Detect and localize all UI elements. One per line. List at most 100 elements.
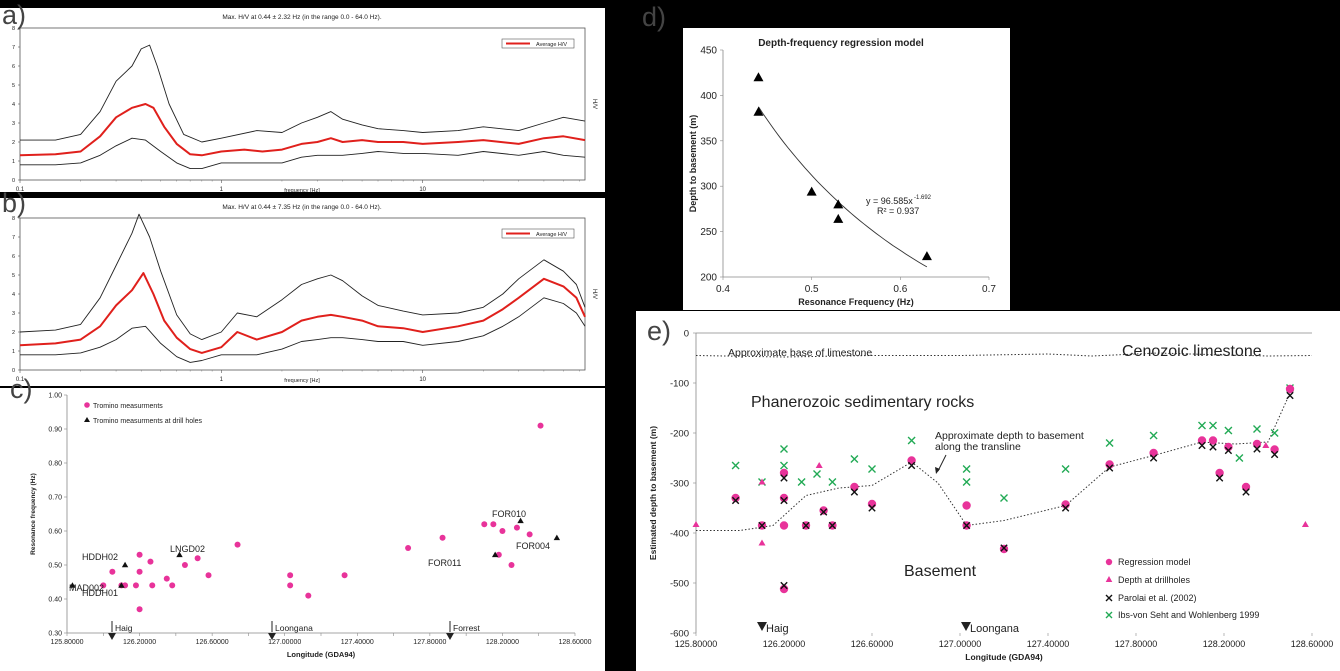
x-axis-label: Longitude (GDA94) <box>965 652 1043 662</box>
tromino-point <box>499 528 506 534</box>
legend-box <box>501 228 575 239</box>
ibs-point <box>1235 454 1244 462</box>
parolai-point <box>962 521 971 530</box>
drill-hole-point <box>121 561 129 568</box>
tromino-point <box>508 562 515 568</box>
ibs-point <box>813 470 821 478</box>
regression-point <box>753 106 764 116</box>
regression-point <box>806 186 817 196</box>
y-tick-label: 4 <box>12 102 15 108</box>
tromino-point <box>481 521 488 528</box>
station-label: LNGD02 <box>170 544 205 554</box>
tromino-point <box>194 555 201 562</box>
y-tick-label: 7 <box>12 45 15 51</box>
y-tick-label: 300 <box>700 182 717 193</box>
drill-hole-point <box>517 517 524 524</box>
y-tick-label: 2 <box>12 330 15 336</box>
x-tick-label: 126.20000 <box>763 639 806 649</box>
x-tick-label: 127.80000 <box>1115 639 1158 649</box>
y-tick-label: 0 <box>684 329 689 340</box>
tromino-point <box>526 531 533 538</box>
panel-e: 0 -100 -200 -300 -400 -500 -600 125.80000 126.20… <box>636 311 1340 671</box>
legend-marker-drill <box>84 417 90 422</box>
y-tick-label: 250 <box>700 227 717 238</box>
x-tick-label: 128.60000 <box>558 639 591 646</box>
station-label: MAD002 <box>69 583 104 593</box>
ibs-point <box>850 455 859 463</box>
x-tick-label: 127.00000 <box>939 639 982 649</box>
y-tick-label: 5 <box>12 83 15 89</box>
place-marker-arrow <box>961 622 971 631</box>
power-fit-curve <box>758 106 928 268</box>
annotation-phanerozoic: Phanerozoic sedimentary rocks <box>751 394 974 411</box>
legend-label-drill: Tromino measurments at drill holes <box>93 418 203 425</box>
station-label: FOR004 <box>516 541 550 551</box>
ibs-point <box>1209 421 1217 430</box>
x-axis-label: frequency [Hz] <box>284 188 320 192</box>
parolai-point <box>1000 544 1008 552</box>
y-tick-label: 1.00 <box>48 393 62 400</box>
parolai-point <box>819 508 828 516</box>
x-tick-label: 1 <box>220 377 224 383</box>
drillhole-depth-point <box>1262 442 1270 448</box>
y-tick-label: -400 <box>670 529 689 540</box>
parolai-point <box>1061 504 1070 512</box>
place-label: Haig <box>766 623 789 635</box>
ibs-point <box>797 478 806 486</box>
ibs-point <box>1198 421 1206 430</box>
regression-point <box>962 501 971 510</box>
tromino-point <box>287 572 294 579</box>
series-upper <box>19 213 586 341</box>
regression-point <box>731 493 740 503</box>
y-tick-label: 450 <box>700 46 717 57</box>
parolai-point <box>1209 443 1217 451</box>
y-tick-label: 0.70 <box>48 495 62 502</box>
regression-point <box>753 72 764 82</box>
x-tick-label: 127.40000 <box>341 639 374 646</box>
place-label: Loongana <box>970 623 1020 635</box>
ibs-point <box>731 461 740 470</box>
legend-label: Average H/V <box>536 42 567 48</box>
y-axis-label: Resonance frequency (Hz) <box>30 473 37 555</box>
y-tick-label: -200 <box>670 429 689 440</box>
panel-b: Max. H/V at 0.44 ± 7.35 Hz (in the range… <box>0 198 605 386</box>
tromino-point <box>305 592 312 599</box>
tromino-point <box>109 568 116 575</box>
x-axis-label: Longitude (GDA94) <box>287 650 356 659</box>
tromino-point <box>132 582 139 589</box>
plot-frame <box>19 217 586 371</box>
fit-r2: R² = 0.937 <box>877 206 919 216</box>
series-average-h-v <box>19 103 586 157</box>
legend-marker-ibs <box>1105 611 1113 619</box>
regression-point <box>1208 436 1218 445</box>
panel-label-a: a) <box>2 0 27 30</box>
tromino-point <box>513 524 520 531</box>
parolai-point <box>1270 450 1279 459</box>
y-tick-label: 0.80 <box>48 461 62 468</box>
y-tick-label: -300 <box>670 479 689 490</box>
limestone-base-line <box>695 352 1313 358</box>
drill-hole-point <box>176 551 183 558</box>
series-lower <box>20 297 586 363</box>
ibs-point <box>1061 465 1070 473</box>
legend-label-ibs: Ibs-von Seht and Wohlenberg 1999 <box>1118 610 1259 620</box>
tromino-point <box>205 572 212 579</box>
y-axis-label: Depth to basement (m) <box>688 115 698 213</box>
ibs-point <box>868 465 876 473</box>
hv-chart-b: Max. H/V at 0.44 ± 7.35 Hz (in the range… <box>12 204 597 384</box>
parolai-point <box>1286 391 1294 400</box>
legend-marker-tromino <box>84 402 90 408</box>
panel-a: Max. H/V at 0.44 ± 2.32 Hz (in the range… <box>0 8 605 192</box>
tromino-point <box>490 521 497 528</box>
y-tick-label: 0.90 <box>48 427 62 434</box>
y-tick-label: 0 <box>12 368 15 374</box>
panel-d: Depth-frequency regression model 200 250 30… <box>683 28 1010 310</box>
x-tick-label: 126.60000 <box>851 639 894 649</box>
y-tick-label: 8 <box>12 216 15 222</box>
place-label: Forrest <box>453 623 481 633</box>
tromino-point <box>405 545 412 551</box>
drill-hole-point <box>491 551 499 558</box>
frequency-longitude-chart: 0.30 0.40 0.50 0.60 0.70 0.80 0.90 1.00 125.8000… <box>30 393 592 660</box>
series-upper <box>20 44 586 143</box>
panel-label-b: b) <box>2 188 27 218</box>
